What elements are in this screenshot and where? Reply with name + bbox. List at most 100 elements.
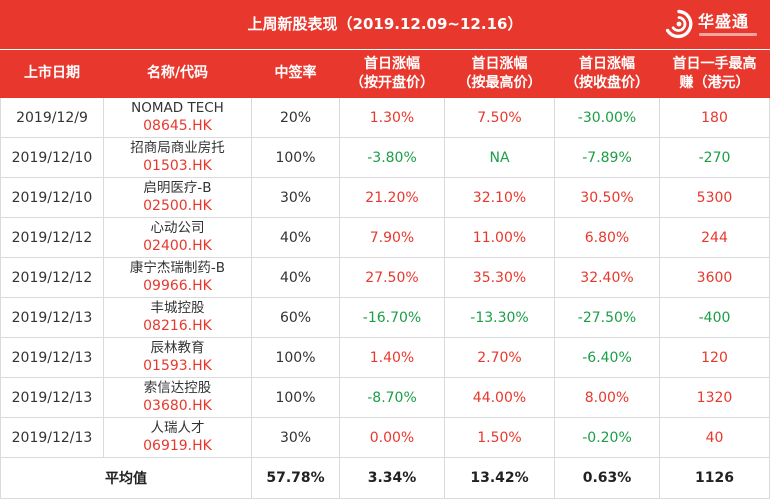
first-day-change-close: -27.50% <box>555 298 660 338</box>
allotment-rate: 60% <box>252 298 340 338</box>
column-header-max-lot-profit: 首日一手最高 赚（港元） <box>660 50 770 98</box>
listing-date: 2019/12/13 <box>0 418 104 458</box>
first-day-change-close: 6.80% <box>555 218 660 258</box>
stock-code: 08216.HK <box>143 318 212 334</box>
table-row: 2019/12/13 辰林教育 01593.HK 100% 1.40% 2.70… <box>0 338 770 378</box>
logo-tagline-mark <box>699 33 757 36</box>
table-row: 2019/12/13 索信达控股 03680.HK 100% -8.70% 44… <box>0 378 770 418</box>
stock-code: 02500.HK <box>143 198 212 214</box>
first-day-change-close: 30.50% <box>555 178 660 218</box>
listing-date: 2019/12/10 <box>0 138 104 178</box>
stock-name: 招商局商业房托 <box>130 140 225 156</box>
stock-cell: NOMAD TECH 08645.HK <box>104 98 252 138</box>
swirl-logo-icon <box>664 9 694 39</box>
stock-cell: 心动公司 02400.HK <box>104 218 252 258</box>
allotment-rate: 40% <box>252 218 340 258</box>
first-day-change-close: 32.40% <box>555 258 660 298</box>
listing-date: 2019/12/10 <box>0 178 104 218</box>
stock-code: 08645.HK <box>143 118 212 134</box>
first-day-change-high: NA <box>445 138 555 178</box>
stock-name: 启明医疗-B <box>143 180 212 196</box>
first-day-change-close: -30.00% <box>555 98 660 138</box>
stock-code: 02400.HK <box>143 238 212 254</box>
table-row: 2019/12/9 NOMAD TECH 08645.HK 20% 1.30% … <box>0 98 770 138</box>
first-day-change-open: 1.40% <box>340 338 445 378</box>
allotment-rate: 100% <box>252 338 340 378</box>
first-day-change-high: 35.30% <box>445 258 555 298</box>
first-day-change-high: 11.00% <box>445 218 555 258</box>
first-day-change-open: -3.80% <box>340 138 445 178</box>
first-day-change-open: 21.20% <box>340 178 445 218</box>
table-row: 2019/12/10 招商局商业房托 01503.HK 100% -3.80% … <box>0 138 770 178</box>
stock-name: 辰林教育 <box>150 340 205 356</box>
first-day-change-open: 7.90% <box>340 218 445 258</box>
column-header-name-code: 名称/代码 <box>104 50 252 98</box>
table-footer-row: 平均值 57.78% 3.34% 13.42% 0.63% 1126 <box>0 458 770 499</box>
first-day-change-open: -8.70% <box>340 378 445 418</box>
allotment-rate: 30% <box>252 178 340 218</box>
max-lot-profit: -400 <box>660 298 770 338</box>
stock-code: 09966.HK <box>143 278 212 294</box>
first-day-change-open: 1.30% <box>340 98 445 138</box>
stock-code: 01503.HK <box>143 158 212 174</box>
average-change-high: 13.42% <box>445 458 555 499</box>
allotment-rate: 20% <box>252 98 340 138</box>
average-label: 平均值 <box>0 458 252 499</box>
stock-name: NOMAD TECH <box>131 100 224 116</box>
stock-name: 康宁杰瑞制药-B <box>129 260 226 276</box>
column-header-change-open: 首日涨幅 （按开盘价） <box>340 50 445 98</box>
listing-date: 2019/12/13 <box>0 378 104 418</box>
stock-name: 丰城控股 <box>150 300 205 316</box>
table-header-row: 上市日期 名称/代码 中签率 首日涨幅 （按开盘价） 首日涨幅 （按最高价） 首… <box>0 50 770 98</box>
listing-date: 2019/12/12 <box>0 258 104 298</box>
column-header-change-high: 首日涨幅 （按最高价） <box>445 50 555 98</box>
column-header-sublabel: 赚（港元） <box>679 74 750 91</box>
average-max-lot-profit: 1126 <box>660 458 770 499</box>
column-header-change-close: 首日涨幅 （按收盘价） <box>555 50 660 98</box>
brand-logo: 华盛通 <box>664 6 764 44</box>
first-day-change-open: 0.00% <box>340 418 445 458</box>
column-header-label: 首日一手最高 <box>672 55 757 72</box>
column-header-label: 首日涨幅 <box>579 55 635 72</box>
average-change-open: 3.34% <box>340 458 445 499</box>
logo-text: 华盛通 <box>698 12 750 31</box>
listing-date: 2019/12/12 <box>0 218 104 258</box>
listing-date: 2019/12/13 <box>0 298 104 338</box>
stock-name: 索信达控股 <box>143 380 212 396</box>
title-banner: 上周新股表现（2019.12.09~12.16） 华盛通 <box>0 0 770 50</box>
listing-date: 2019/12/13 <box>0 338 104 378</box>
first-day-change-high: 44.00% <box>445 378 555 418</box>
stock-name: 人瑞人才 <box>150 420 205 436</box>
max-lot-profit: 180 <box>660 98 770 138</box>
table-row: 2019/12/13 人瑞人才 06919.HK 30% 0.00% 1.50%… <box>0 418 770 458</box>
column-header-listing-date: 上市日期 <box>0 50 104 98</box>
max-lot-profit: -270 <box>660 138 770 178</box>
column-header-label: 上市日期 <box>24 65 80 81</box>
stock-cell: 索信达控股 03680.HK <box>104 378 252 418</box>
column-header-sublabel: （按开盘价） <box>350 74 434 91</box>
stock-cell: 启明医疗-B 02500.HK <box>104 178 252 218</box>
stock-code: 01593.HK <box>143 358 212 374</box>
page-title: 上周新股表现（2019.12.09~12.16） <box>247 15 523 33</box>
max-lot-profit: 1320 <box>660 378 770 418</box>
table-row: 2019/12/13 丰城控股 08216.HK 60% -16.70% -13… <box>0 298 770 338</box>
first-day-change-close: -6.40% <box>555 338 660 378</box>
allotment-rate: 100% <box>252 378 340 418</box>
column-header-allotment-rate: 中签率 <box>252 50 340 98</box>
stock-name: 心动公司 <box>150 220 205 236</box>
column-header-label: 中签率 <box>274 65 317 81</box>
allotment-rate: 40% <box>252 258 340 298</box>
allotment-rate: 30% <box>252 418 340 458</box>
column-header-label: 首日涨幅 <box>471 55 528 72</box>
stock-cell: 人瑞人才 06919.HK <box>104 418 252 458</box>
stock-cell: 辰林教育 01593.HK <box>104 338 252 378</box>
stock-code: 06919.HK <box>143 438 212 454</box>
first-day-change-close: -7.89% <box>555 138 660 178</box>
stock-code: 03680.HK <box>143 398 212 414</box>
max-lot-profit: 3600 <box>660 258 770 298</box>
average-change-close: 0.63% <box>555 458 660 499</box>
allotment-rate: 100% <box>252 138 340 178</box>
max-lot-profit: 5300 <box>660 178 770 218</box>
first-day-change-high: -13.30% <box>445 298 555 338</box>
